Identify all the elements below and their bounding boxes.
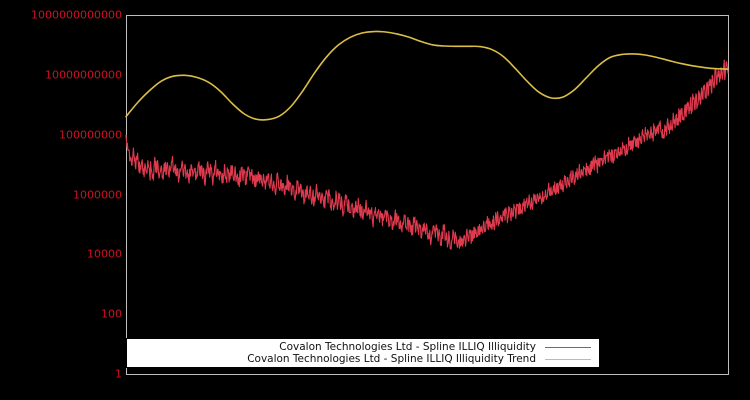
legend-item[interactable]: Covalon Technologies Ltd - Spline ILLIQ … (131, 353, 593, 365)
legend-item[interactable]: Covalon Technologies Ltd - Spline ILLIQ … (131, 341, 593, 353)
legend-label: Covalon Technologies Ltd - Spline ILLIQ … (247, 353, 536, 365)
y-axis-tick-label: 100 (101, 307, 122, 321)
y-axis-tick-label: 1000000 (73, 188, 122, 201)
legend-label: Covalon Technologies Ltd - Spline ILLIQ … (279, 341, 536, 353)
chart-legend[interactable]: Covalon Technologies Ltd - Spline ILLIQ … (126, 338, 600, 368)
y-axis-tick-label: 1 (115, 367, 122, 381)
plot-axes-frame (126, 15, 729, 375)
data-series-illiquidity-trend (125, 30, 729, 121)
series-layer (125, 30, 729, 250)
y-axis-tick-label: 100000000 (59, 128, 122, 142)
y-axis-tick-label: 1000000000000 (31, 8, 122, 22)
y-axis-tick-label: 10000000000 (45, 68, 122, 82)
legend-color-swatch-trend (545, 358, 591, 360)
y-axis-tick-label: 10000 (87, 247, 122, 261)
data-series-illiquidity (125, 59, 729, 250)
legend-color-swatch-illiquidity (545, 346, 591, 348)
